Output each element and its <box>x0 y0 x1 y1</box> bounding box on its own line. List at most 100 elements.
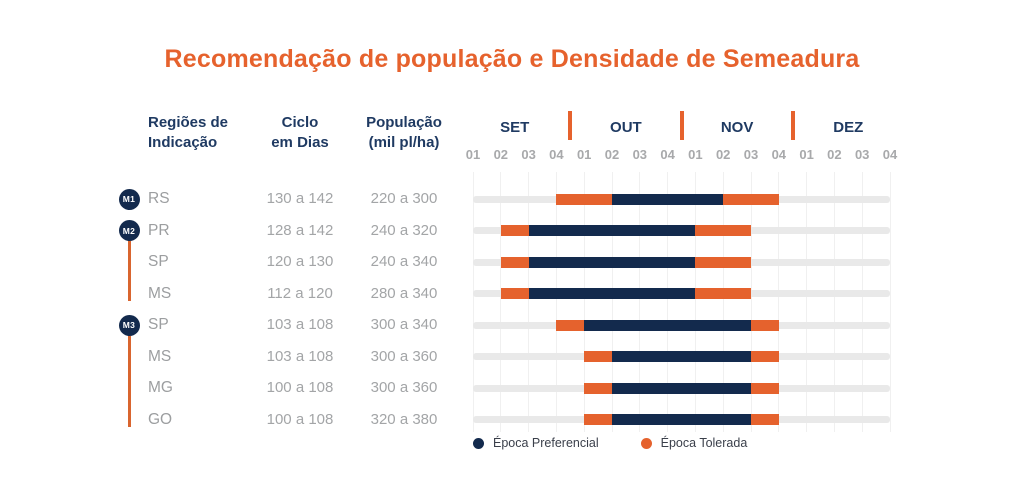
week-label: 03 <box>521 147 536 162</box>
month-separator <box>790 111 795 140</box>
gantt-bar-segment-tolerada <box>500 256 529 268</box>
week-label: 04 <box>660 147 675 162</box>
week-label: 02 <box>715 147 731 162</box>
week-label: 03 <box>632 147 648 162</box>
region-label: MS <box>148 284 172 302</box>
ciclo-value: 128 a 142 <box>266 221 334 239</box>
gantt-bar-segment-preferencial <box>528 225 696 236</box>
gridline <box>806 172 808 432</box>
group-connector-line <box>127 241 131 301</box>
gridline <box>861 172 863 432</box>
gridline <box>667 172 669 432</box>
gantt-bar-segment-preferencial <box>612 193 724 205</box>
week-label: 04 <box>882 147 898 162</box>
region-label: SP <box>148 316 169 333</box>
populacao-value: 280 a 340 <box>370 284 438 302</box>
region-label: SP <box>148 253 169 270</box>
group-badge-m1: M1 <box>118 188 140 210</box>
gantt-bar-segment-preferencial <box>528 288 696 299</box>
week-label: 01 <box>688 147 703 162</box>
week-label: 02 <box>604 147 620 162</box>
ciclo-value: 100 a 108 <box>266 410 334 428</box>
region-label: PR <box>148 221 170 239</box>
ciclo-value: 120 a 130 <box>266 253 334 270</box>
month-separator <box>568 111 573 140</box>
week-label: 04 <box>549 147 564 162</box>
populacao-value: 320 a 380 <box>370 410 438 428</box>
week-label: 03 <box>743 147 759 162</box>
month-label-nov: NOV <box>720 119 754 136</box>
ciclo-value: 103 a 108 <box>266 347 334 365</box>
preferencial-dot-icon <box>473 437 484 449</box>
gantt-bar-segment-tolerada <box>695 288 751 299</box>
gridline <box>500 172 502 432</box>
gantt-bar-segment-tolerada <box>695 225 751 236</box>
gantt-bar-segment-tolerada <box>751 414 779 425</box>
gridline <box>722 172 724 432</box>
legend-item-tolerada: Época Tolerada <box>640 436 748 450</box>
populacao-value: 300 a 360 <box>370 379 438 396</box>
week-label: 02 <box>493 147 509 162</box>
gantt-bar-segment-tolerada <box>751 319 779 331</box>
column-header-ciclo: Ciclo em Dias <box>271 114 329 151</box>
gantt-bar-segment-tolerada <box>751 351 779 362</box>
region-label: RS <box>148 190 170 207</box>
region-label: MS <box>148 347 172 365</box>
month-label-out: OUT <box>610 119 642 136</box>
region-label: MG <box>148 379 173 396</box>
gantt-bar-segment-preferencial <box>612 414 751 425</box>
gantt-bar-segment-tolerada <box>751 382 779 394</box>
gantt-bar-segment-tolerada <box>500 225 529 236</box>
legend-label: Época Preferencial <box>493 436 599 450</box>
gridline <box>833 172 835 432</box>
week-label: 01 <box>576 147 592 162</box>
chart-title: Recomendação de população e Densidade de… <box>164 45 860 73</box>
group-badge-m2: M2 <box>118 220 140 241</box>
gantt-bar-segment-tolerada <box>500 288 529 299</box>
gantt-bar-segment-tolerada <box>584 382 612 394</box>
group-badge-m3: M3 <box>118 314 140 336</box>
week-label: 01 <box>465 147 481 162</box>
gantt-bar-segment-tolerada <box>556 193 612 205</box>
gantt-bar-segment-tolerada <box>584 351 612 362</box>
gantt-bar-segment-tolerada <box>584 414 612 425</box>
week-label: 04 <box>771 147 787 162</box>
populacao-value: 240 a 340 <box>370 253 438 270</box>
populacao-value: 240 a 320 <box>370 221 438 239</box>
legend-label: Época Tolerada <box>660 436 748 450</box>
gantt-bar-segment-tolerada <box>695 256 751 268</box>
month-separator <box>679 111 684 140</box>
month-label-dez: DEZ <box>833 119 864 136</box>
gridline <box>778 172 780 432</box>
gridline <box>694 172 696 432</box>
tolerada-dot-icon <box>640 437 652 449</box>
ciclo-value: 103 a 108 <box>266 316 334 333</box>
gantt-bar-segment-preferencial <box>584 319 751 331</box>
gantt-bar-segment-tolerada <box>556 319 585 331</box>
week-label: 03 <box>854 147 870 162</box>
column-header-regioes: Regiões de Indicação <box>148 114 229 151</box>
month-label-set: SET <box>500 119 530 136</box>
gridline <box>583 172 585 432</box>
gridline <box>639 172 641 432</box>
populacao-value: 300 a 340 <box>370 316 438 333</box>
week-label: 02 <box>827 147 842 162</box>
region-label: GO <box>148 410 173 428</box>
gridline <box>611 172 613 432</box>
gridline <box>528 172 530 432</box>
gridline <box>555 172 557 432</box>
gantt-bar-segment-preferencial <box>612 382 751 394</box>
ciclo-value: 130 a 142 <box>266 190 334 207</box>
populacao-value: 300 a 360 <box>370 347 438 365</box>
week-label: 01 <box>799 147 814 162</box>
gridline <box>750 172 752 432</box>
gantt-bar-segment-tolerada <box>723 193 779 205</box>
gantt-bar-segment-preferencial <box>612 351 751 362</box>
ciclo-value: 100 a 108 <box>266 379 334 396</box>
group-connector-line <box>127 335 131 427</box>
column-header-populacao: População (mil pl/ha) <box>366 114 442 151</box>
legend: Época Preferencial Época Tolerada <box>473 436 747 450</box>
populacao-value: 220 a 300 <box>370 190 438 207</box>
gantt-bar-segment-preferencial <box>528 256 696 268</box>
